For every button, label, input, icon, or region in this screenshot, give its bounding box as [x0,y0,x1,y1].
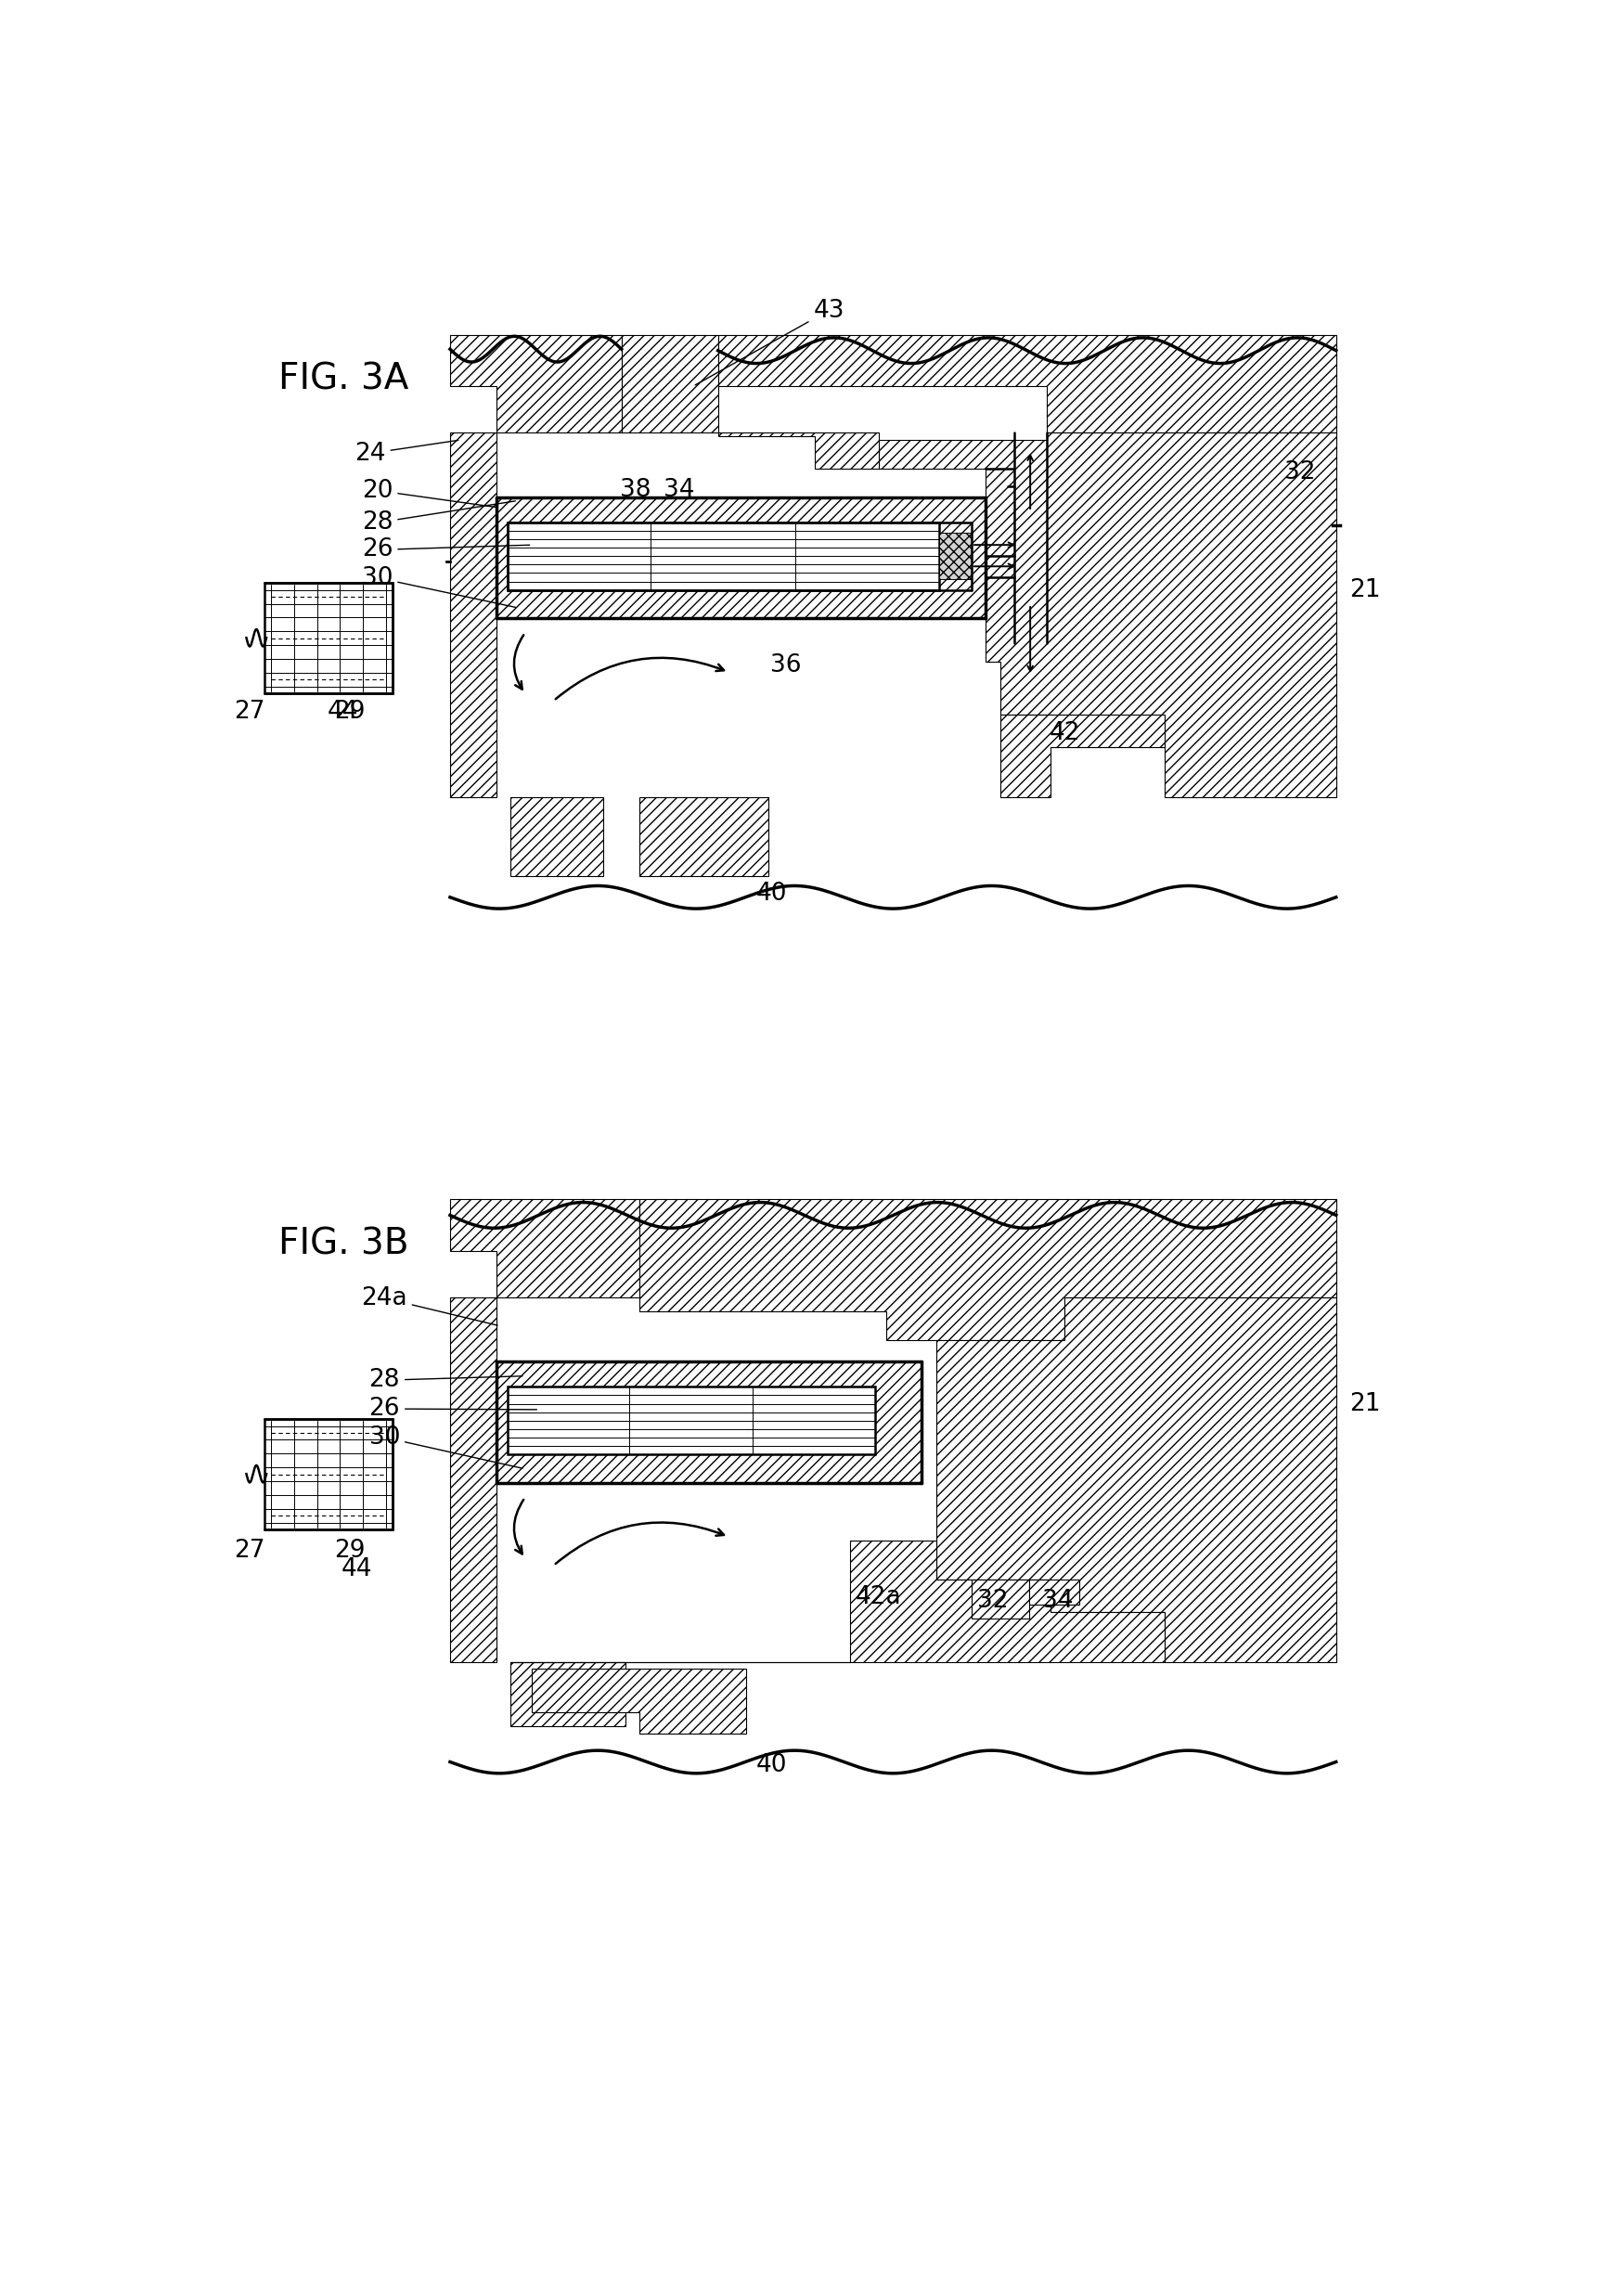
Text: 29: 29 [335,700,365,723]
Bar [507,521,940,590]
Text: 44: 44 [328,700,359,723]
Polygon shape [640,1199,1337,1341]
Text: FIG. 3A: FIG. 3A [279,360,409,397]
Polygon shape [533,1669,747,1733]
Polygon shape [1000,714,1164,797]
Text: 42: 42 [1049,721,1080,744]
Polygon shape [640,797,768,875]
Text: 43: 43 [695,298,844,386]
Text: 28: 28 [362,501,515,535]
Text: 24a: 24a [361,1286,497,1325]
Text: FIG. 3B: FIG. 3B [279,1226,409,1261]
Text: 34: 34 [663,478,693,503]
Text: 26: 26 [362,537,529,563]
Polygon shape [450,1199,640,1297]
Polygon shape [450,432,497,797]
Text: 27: 27 [234,1538,265,1564]
Polygon shape [510,1662,625,1727]
Polygon shape [622,335,718,432]
Polygon shape [510,1541,1164,1662]
Polygon shape [718,335,1337,432]
Text: 21: 21 [1350,1391,1380,1417]
Text: 24: 24 [354,441,458,466]
Polygon shape [879,432,1337,797]
Text: 34: 34 [1043,1589,1073,1614]
Text: 32: 32 [1285,459,1315,484]
Bar [507,1387,875,1456]
Text: 38: 38 [620,478,651,503]
Text: 40: 40 [757,882,788,905]
Polygon shape [450,1297,497,1662]
Text: 32: 32 [978,1589,1009,1614]
Text: 44: 44 [341,1557,372,1582]
Text: 27: 27 [234,700,265,723]
Polygon shape [971,1580,1030,1619]
Text: 40: 40 [757,1754,788,1777]
Text: 30: 30 [369,1426,523,1469]
Polygon shape [497,496,986,618]
Bar [265,1419,393,1529]
Text: 36: 36 [770,652,801,677]
Text: 29: 29 [335,1538,365,1564]
Bar [265,583,393,693]
Text: 42a: 42a [856,1587,901,1609]
Polygon shape [510,797,604,875]
Text: 28: 28 [369,1368,523,1391]
Polygon shape [1030,1580,1078,1605]
Text: 21: 21 [1350,579,1380,602]
Polygon shape [450,335,622,432]
Polygon shape [497,1362,922,1483]
Text: 26: 26 [369,1396,538,1421]
Text: 30: 30 [362,565,515,606]
Polygon shape [939,533,971,579]
Polygon shape [718,432,879,468]
Text: 20: 20 [362,478,497,507]
Polygon shape [935,1297,1337,1662]
